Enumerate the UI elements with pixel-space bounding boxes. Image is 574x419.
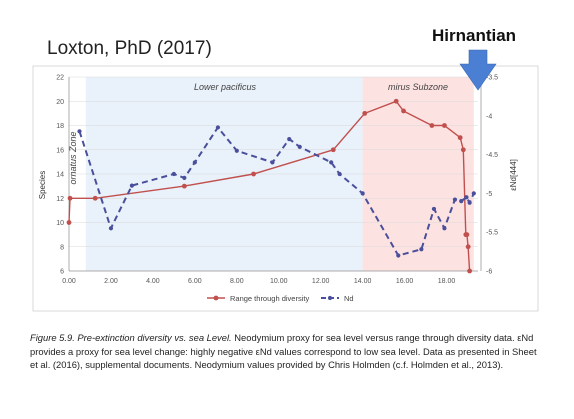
data-point-nd (329, 160, 334, 165)
chart: Lower pacificus mirus Subzone ornatus Zone… (32, 49, 539, 312)
data-point-nd (459, 199, 464, 204)
data-point-nd (108, 226, 114, 231)
data-point-nd (171, 171, 176, 177)
data-point-diversity (92, 195, 98, 201)
x-tick-label: 12.00 (312, 278, 330, 285)
legend-marker-diversity (213, 295, 219, 301)
zone-labels: Lower pacificus mirus Subzone ornatus Zone (68, 82, 448, 185)
data-point-diversity (66, 220, 72, 225)
data-point-nd (419, 247, 424, 252)
y2-tick-label: -4 (486, 113, 492, 120)
legend-label-diversity: Range through diversity (230, 294, 309, 303)
data-point-diversity (460, 147, 466, 153)
data-point-diversity (464, 232, 470, 238)
y-tick-label: 16 (56, 147, 64, 154)
y-tick-label: 6 (60, 269, 64, 276)
hirnantian-arrow (459, 49, 497, 91)
y-axis-label: Species (38, 171, 47, 199)
data-point-diversity (457, 135, 463, 141)
y2-tick-label: -6 (486, 269, 492, 276)
x-tick-label: 0.00 (62, 278, 76, 285)
y2-tick-label: -4.5 (486, 152, 498, 159)
y-tick-label: 22 (56, 75, 64, 82)
data-point-nd (77, 129, 82, 134)
data-point-diversity (181, 183, 187, 189)
y2-tick-label: -5 (486, 191, 492, 198)
y2-tick-label: -5.5 (486, 230, 498, 237)
data-point-nd (431, 206, 437, 212)
data-point-nd (182, 175, 187, 180)
author-label: Loxton, PhD (2017) (47, 38, 212, 59)
caption-text: Neodymium proxy for sea level versus ran… (30, 332, 537, 371)
data-point-nd (287, 136, 292, 142)
y-tick-label: 14 (56, 172, 64, 179)
y-tick-label: 10 (56, 220, 64, 227)
data-point-nd (234, 148, 239, 153)
y-tick-label: 20 (56, 99, 64, 106)
hirnantian-label: Hirnantian (432, 26, 517, 45)
data-point-nd (471, 191, 476, 196)
data-point-diversity (67, 195, 73, 201)
data-point-diversity (442, 123, 447, 128)
x-tick-label: 6.00 (188, 278, 202, 285)
x-tick-label: 14.00 (354, 278, 372, 285)
series-line-nd (78, 126, 475, 257)
data-point-nd (452, 197, 458, 202)
data-point-diversity (362, 110, 368, 116)
x-tick-label: 4.00 (146, 278, 160, 285)
data-point-nd (270, 160, 275, 165)
legend-label-nd: Nd (344, 294, 354, 303)
x-tick-label: 16.00 (396, 278, 414, 285)
data-point-nd (129, 183, 135, 188)
data-point-diversity (465, 244, 471, 250)
data-point-nd (192, 160, 197, 165)
data-point-nd (464, 195, 469, 200)
data-point-nd (337, 171, 342, 177)
hirnantian-arrow-icon (459, 49, 497, 91)
data-point-nd (467, 200, 472, 205)
y2-tick-label: -3.5 (486, 75, 498, 82)
axes (68, 77, 482, 272)
data-point-diversity (330, 147, 336, 153)
figure-caption: Figure 5.9. Pre-extinction diversity vs.… (30, 331, 540, 372)
data-point-diversity (393, 98, 399, 104)
zone-label-mirus: mirus Subzone (388, 82, 448, 92)
x-tick-label: 2.00 (104, 278, 118, 285)
data-point-nd (215, 125, 221, 130)
data-point-nd (396, 253, 401, 258)
data-point-diversity (251, 171, 256, 177)
data-point-nd (360, 191, 365, 196)
data-point-diversity (401, 108, 406, 114)
data-point-nd (442, 226, 447, 231)
zone-label-ornatus: ornatus Zone (68, 131, 78, 184)
x-tick-label: 10.00 (270, 278, 288, 285)
data-point-diversity (429, 123, 435, 128)
legend: Range through diversity Nd (207, 294, 354, 303)
legend-marker-nd (327, 295, 333, 301)
y-tick-label: 12 (56, 196, 64, 203)
y2-axis-label: εNd[444] (509, 159, 518, 191)
y-tick-label: 18 (56, 123, 64, 130)
data-point-diversity (467, 268, 473, 274)
x-tick-label: 8.00 (230, 278, 244, 285)
data-point-nd (297, 144, 302, 149)
series-group (66, 98, 476, 274)
y-tick-label: 8 (60, 244, 64, 251)
zone-label-lower-pacificus: Lower pacificus (194, 82, 257, 92)
tick-labels: 0.00 2.00 4.00 6.00 8.00 10.00 12.00 14.00 16.00… (56, 75, 498, 286)
x-tick-label: 18.00 (438, 278, 456, 285)
caption-figure-label: Figure 5.9. Pre-extinction diversity vs.… (30, 332, 232, 343)
